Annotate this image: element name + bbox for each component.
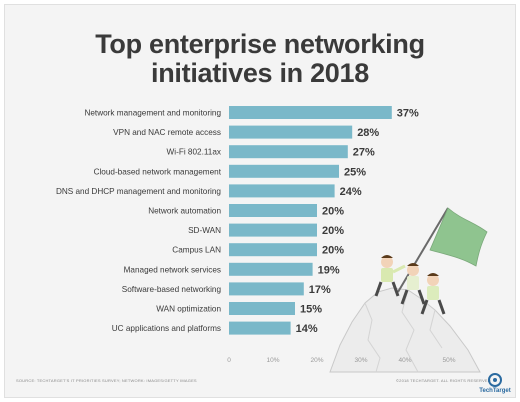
copyright-note: ©2018 TECHTARGET. ALL RIGHTS RESERVED — [396, 378, 491, 383]
category-label: Network management and monitoring — [84, 109, 221, 118]
value-label: 37% — [397, 108, 419, 120]
techtarget-logo: TechTarget — [479, 373, 511, 394]
x-tick-label: 0 — [227, 357, 231, 364]
mountain-illustration — [329, 287, 481, 373]
category-label: Software-based networking — [122, 285, 222, 294]
category-label: Managed network services — [124, 265, 221, 274]
bar — [229, 262, 313, 276]
flag-icon — [397, 207, 488, 293]
value-label: 27% — [353, 147, 375, 159]
value-label: 24% — [340, 186, 362, 198]
category-label: SD-WAN — [188, 226, 221, 235]
category-label: Wi-Fi 802.11ax — [167, 148, 221, 157]
category-label: Cloud-based network management — [94, 167, 222, 176]
bar — [229, 106, 392, 119]
value-label: 17% — [309, 284, 331, 296]
value-label: 20% — [322, 225, 344, 237]
chart-title-line2: initiatives in 2018 — [151, 58, 369, 88]
brand-text: TechTarget — [479, 388, 510, 394]
x-tick-label: 20% — [310, 357, 323, 364]
source-note: SOURCE: TECHTARGET'S IT PRIORITIES SURVE… — [16, 378, 197, 383]
value-label: 25% — [344, 166, 366, 178]
bar — [229, 184, 335, 198]
chart-title: Top enterprise networking initiatives in… — [0, 30, 520, 88]
value-label: 28% — [357, 127, 379, 139]
x-tick-label: 10% — [266, 357, 279, 364]
climbers-icon — [374, 255, 446, 315]
value-label: 19% — [318, 264, 340, 276]
category-label: Campus LAN — [172, 246, 221, 255]
value-label: 20% — [322, 206, 344, 218]
category-label: DNS and DHCP management and monitoring — [56, 187, 221, 196]
x-tick-label: 40% — [398, 357, 411, 364]
bar — [229, 321, 291, 335]
bar — [229, 282, 304, 296]
value-label: 15% — [300, 304, 322, 316]
bar — [229, 125, 353, 139]
category-label: UC applications and platforms — [112, 324, 221, 333]
bar — [229, 204, 317, 217]
bar — [229, 223, 317, 237]
x-tick-label: 30% — [354, 357, 367, 364]
category-label: Network automation — [148, 207, 221, 216]
chart-title-line1: Top enterprise networking — [95, 29, 425, 59]
bar — [229, 145, 348, 159]
category-label: WAN optimization — [156, 305, 221, 314]
value-label: 14% — [296, 323, 318, 335]
bar — [229, 164, 339, 178]
bar — [229, 243, 317, 257]
x-tick-label: 50% — [442, 357, 455, 364]
bar — [229, 302, 295, 315]
value-label: 20% — [322, 245, 344, 257]
category-label: VPN and NAC remote access — [113, 128, 221, 137]
